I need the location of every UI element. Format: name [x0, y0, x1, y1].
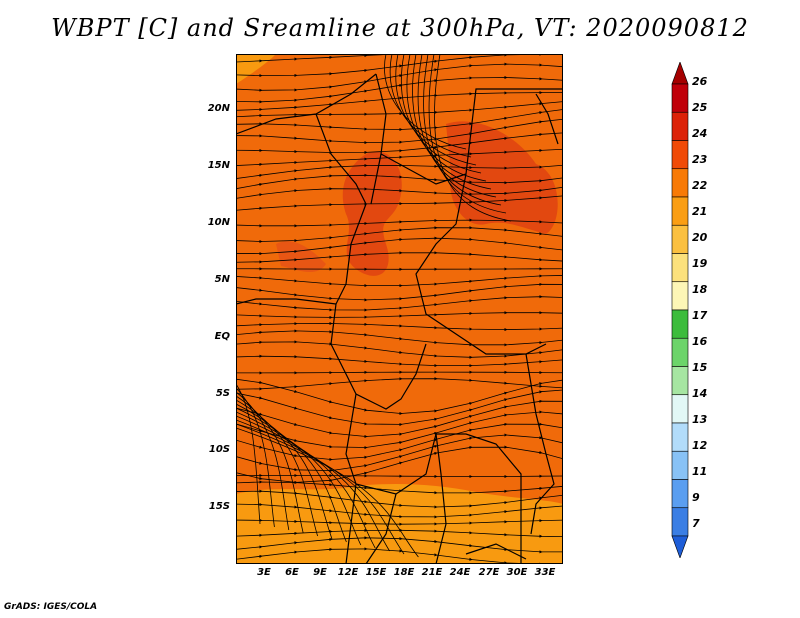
colorbar-label: 11	[692, 465, 708, 478]
streamline	[236, 186, 563, 199]
colorbar-label: 20	[692, 231, 708, 244]
country-borders	[236, 73, 563, 564]
lon-tick-label: 24E	[449, 567, 471, 578]
lat-tick-label: 15S	[208, 501, 230, 512]
map-title: WBPT [C] and Sreamline at 300hPa, VT: 20…	[51, 14, 749, 42]
streamline	[423, 54, 502, 206]
lon-tick-label: 30E	[506, 567, 528, 578]
colorbar-swatch	[671, 507, 689, 537]
colorbar-label: 9	[692, 491, 700, 504]
streamline	[434, 54, 512, 222]
colorbar-label: 25	[692, 101, 708, 114]
colorbar-label: 13	[692, 413, 708, 426]
streamline	[428, 54, 507, 214]
map-frame	[236, 54, 563, 564]
streamline	[236, 403, 333, 540]
colorbar-label: 12	[692, 439, 708, 452]
streamline	[236, 218, 563, 228]
colorbar-swatch	[671, 140, 689, 170]
streamline	[236, 251, 563, 264]
streamline	[236, 473, 563, 479]
colorbar-label: 15	[692, 361, 708, 374]
colorbar-swatch	[671, 62, 689, 85]
colorbar	[671, 62, 689, 558]
colorbar-swatch	[671, 224, 689, 254]
streamline	[236, 427, 419, 558]
colorbar-label: 18	[692, 283, 708, 296]
streamline	[417, 54, 497, 198]
lat-tick-label: 10N	[207, 217, 230, 228]
streamline	[236, 383, 261, 525]
colorbar-swatch	[671, 366, 689, 396]
colorbar-swatch	[671, 111, 689, 141]
streamline	[236, 267, 563, 271]
colorbar-swatch	[671, 196, 689, 226]
colorbar-label: 26	[692, 75, 708, 88]
streamline	[236, 391, 290, 531]
streamline	[406, 54, 487, 182]
streamline	[236, 295, 563, 312]
streamline	[236, 518, 563, 526]
colorbar-label: 16	[692, 335, 708, 348]
colorbar-label: 21	[692, 205, 708, 218]
lon-tick-label: 18E	[393, 567, 415, 578]
lon-tick-label: 6E	[285, 567, 299, 578]
streamline	[236, 419, 390, 552]
lat-tick-label: EQ	[214, 331, 230, 342]
streamline	[236, 415, 376, 549]
streamline	[236, 399, 318, 537]
colorbar-label: 23	[692, 153, 708, 166]
streamline	[236, 502, 563, 519]
colorbar-swatch	[671, 535, 689, 558]
colorbar-label: 19	[692, 257, 708, 270]
streamline	[236, 195, 563, 211]
streamline	[236, 528, 563, 538]
colorbar-swatch	[671, 394, 689, 424]
lon-tick-label: 21E	[421, 567, 443, 578]
colorbar-label: 22	[692, 179, 708, 192]
streamline	[236, 370, 563, 375]
colorbar-swatch	[671, 83, 689, 113]
colorbar-swatch	[671, 479, 689, 509]
streamline	[400, 54, 482, 174]
streamline	[236, 173, 563, 190]
lat-tick-label: 20N	[207, 103, 230, 114]
lat-tick-label: 5S	[215, 388, 230, 399]
streamline	[236, 411, 362, 546]
colorbar-swatch	[671, 281, 689, 311]
streamline	[384, 54, 467, 150]
colorbar-swatch	[671, 337, 689, 367]
streamline	[236, 311, 563, 319]
lon-tick-label: 27E	[478, 567, 500, 578]
streamline	[236, 407, 347, 543]
streamline	[236, 395, 304, 534]
colorbar-label: 17	[692, 309, 708, 322]
lon-tick-label: 33E	[534, 567, 556, 578]
wbpt-streamline-map	[236, 54, 563, 564]
lat-tick-label: 5N	[214, 274, 230, 285]
lon-tick-label: 9E	[313, 567, 327, 578]
lon-tick-label: 12E	[337, 567, 359, 578]
lat-tick-label: 10S	[208, 444, 230, 455]
lon-tick-label: 3E	[257, 567, 271, 578]
colorbar-swatch	[671, 309, 689, 339]
lon-tick-label: 15E	[365, 567, 387, 578]
grads-credit: GrADS: IGES/COLA	[4, 602, 98, 612]
streamline	[236, 148, 563, 166]
streamline	[236, 354, 563, 368]
lat-tick-label: 15N	[207, 160, 230, 171]
colorbar-label: 24	[692, 127, 708, 140]
streamline	[412, 54, 492, 190]
colorbar-swatch	[671, 253, 689, 283]
colorbar-label: 14	[692, 387, 708, 400]
colorbar-swatch	[671, 422, 689, 452]
streamline	[236, 423, 405, 555]
colorbar-swatch	[671, 450, 689, 480]
colorbar-swatch	[671, 168, 689, 198]
colorbar-label: 7	[692, 517, 700, 530]
